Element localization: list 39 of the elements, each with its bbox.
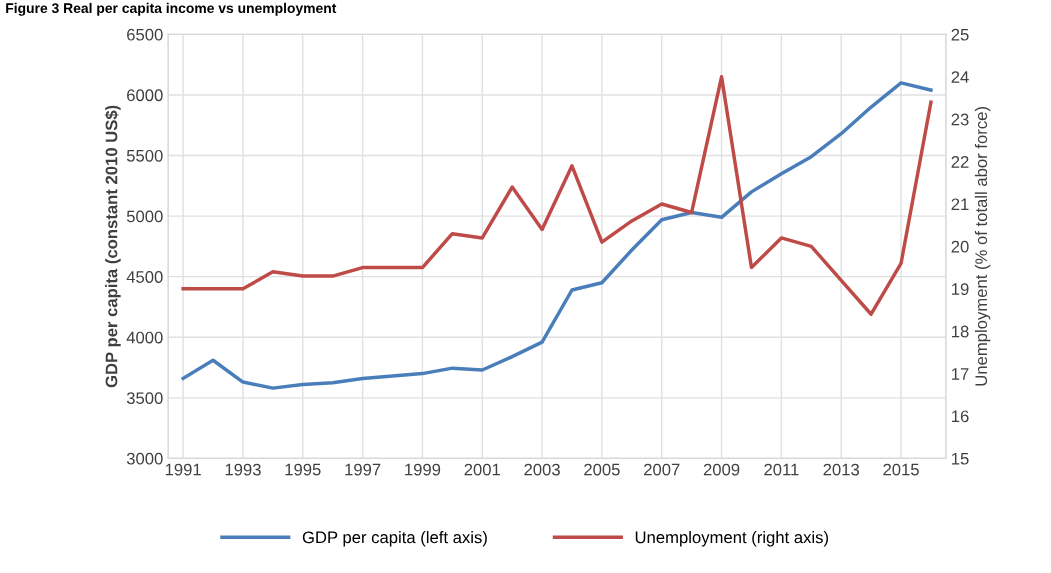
y2-tick-label: 21	[951, 198, 969, 211]
y2-axis-title: Unemployment (% of totall abor force)	[974, 107, 991, 386]
y-tick-label: 5500	[126, 149, 163, 162]
x-tick-label: 1999	[405, 463, 441, 476]
y2-tick-label: 15	[952, 452, 969, 465]
y-tick-label: 4500	[126, 271, 163, 283]
y-axis-title: GDP per capita (constant 2010 US$)	[104, 105, 121, 388]
x-tick-label: 2011	[764, 463, 799, 476]
chart-title: Figure 3 Real per capita income vs unemployment	[6, 2, 337, 16]
line-series	[181, 81, 933, 390]
y-tick-label: 6500	[127, 28, 163, 41]
x-tick-label: 1997	[345, 463, 381, 476]
y2-tick-label: 23	[951, 113, 969, 126]
x-tick-label: 2007	[644, 463, 680, 476]
x-tick-label: 1993	[225, 463, 261, 476]
y2-tick-label: 16	[952, 410, 969, 423]
y2-tick-label: 24	[951, 71, 969, 83]
x-tick-label: 1995	[285, 463, 321, 476]
y-tick-label: 5000	[126, 210, 163, 223]
y2-tick-label: 20	[951, 240, 969, 253]
x-tick-label: 2005	[584, 463, 620, 476]
legend-label: Unemployment (right axis)	[635, 531, 828, 547]
y-tick-label: 3000	[126, 452, 163, 465]
x-tick-label: 2001	[464, 463, 500, 476]
y2-tick-label: 25	[951, 28, 969, 41]
line-series	[181, 75, 933, 316]
y-tick-label: 4000	[126, 331, 163, 344]
y-tick-label: 3500	[126, 392, 163, 405]
x-tick-label: 1991	[165, 463, 201, 476]
y2-tick-label: 19	[952, 283, 969, 295]
x-tick-label: 2015	[883, 463, 919, 476]
x-tick-label: 2013	[823, 463, 860, 476]
y2-tick-label: 17	[952, 368, 969, 380]
x-tick-label: 2003	[524, 463, 560, 476]
y-tick-label: 6000	[127, 89, 163, 102]
x-tick-label: 2009	[703, 463, 740, 476]
y2-tick-label: 22	[951, 155, 969, 168]
y2-tick-label: 18	[952, 325, 969, 338]
legend-label: GDP per capita (left axis)	[302, 531, 487, 547]
